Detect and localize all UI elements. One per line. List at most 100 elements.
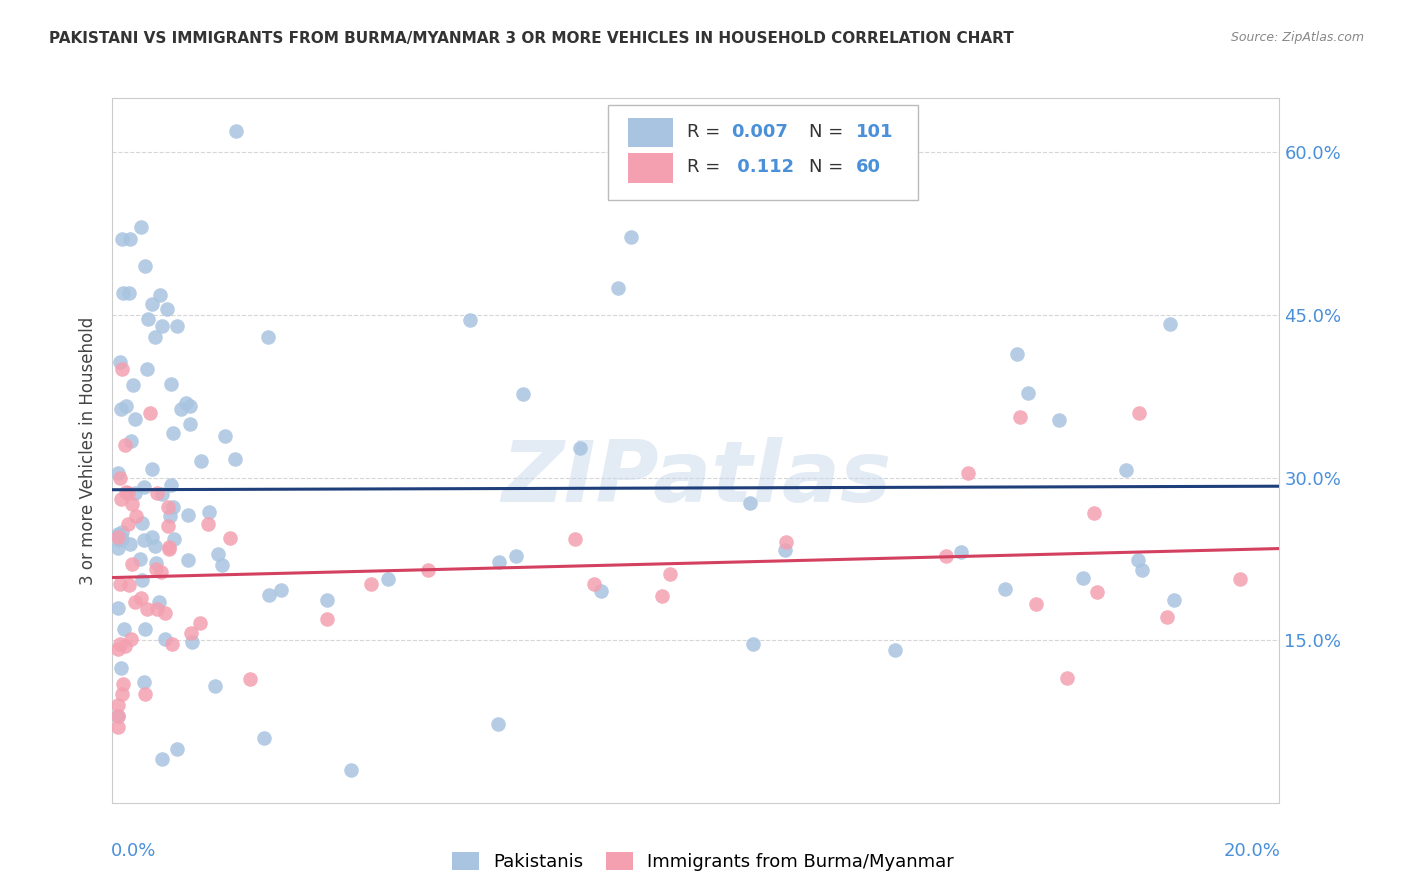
Point — [124, 412, 146, 426]
Point — [141, 530, 163, 544]
Point — [132, 480, 155, 494]
Point — [146, 602, 169, 616]
Point — [606, 281, 628, 295]
Point — [224, 451, 246, 466]
Point — [107, 533, 129, 548]
Point — [1071, 571, 1094, 585]
Point — [115, 485, 138, 500]
Point — [775, 543, 797, 558]
Point — [145, 556, 167, 570]
Point — [110, 492, 132, 507]
Point — [107, 709, 129, 723]
Point — [957, 466, 980, 480]
Point — [162, 500, 184, 514]
Point — [115, 399, 138, 413]
Point — [146, 486, 169, 500]
Point — [190, 454, 212, 468]
Point — [111, 677, 134, 691]
Point — [211, 558, 233, 572]
Point — [1007, 347, 1029, 361]
Text: 20.0%: 20.0% — [1223, 841, 1281, 860]
Point — [107, 642, 129, 657]
Point — [179, 417, 201, 431]
FancyBboxPatch shape — [628, 153, 672, 183]
Point — [125, 509, 148, 524]
Point — [197, 505, 219, 519]
Point — [488, 555, 510, 569]
Point — [658, 567, 681, 582]
Point — [160, 637, 183, 651]
Point — [1017, 385, 1039, 400]
Point — [136, 311, 159, 326]
Point — [460, 313, 482, 327]
Text: 0.007: 0.007 — [731, 123, 787, 141]
Point — [121, 497, 143, 511]
Point — [207, 547, 229, 561]
Point — [107, 600, 129, 615]
Point — [139, 405, 162, 419]
Point — [132, 674, 155, 689]
Point — [107, 709, 129, 723]
Point — [107, 698, 129, 713]
Point — [1156, 610, 1178, 624]
Point — [114, 639, 136, 653]
Point — [204, 679, 226, 693]
Point — [486, 717, 509, 731]
Point — [136, 362, 159, 376]
Point — [112, 286, 135, 301]
Point — [225, 123, 247, 137]
Point — [316, 612, 339, 626]
Point — [1229, 573, 1251, 587]
Point — [148, 595, 170, 609]
Point — [738, 496, 761, 510]
Point — [107, 467, 129, 481]
Point — [124, 485, 146, 500]
Text: 0.0%: 0.0% — [111, 841, 156, 860]
Point — [949, 544, 972, 558]
Point — [174, 396, 197, 410]
Point — [377, 572, 399, 586]
Point — [253, 731, 276, 745]
Point — [143, 329, 166, 343]
Point — [112, 623, 135, 637]
Point — [591, 584, 613, 599]
Point — [110, 661, 132, 675]
Point — [1128, 406, 1150, 420]
Point — [160, 377, 183, 392]
Text: R =: R = — [686, 123, 725, 141]
Point — [107, 541, 129, 556]
Point — [197, 517, 219, 532]
Point — [108, 637, 131, 651]
Point — [1047, 413, 1070, 427]
Point — [360, 577, 382, 591]
Point — [150, 318, 173, 333]
Text: ZIPatlas: ZIPatlas — [501, 437, 891, 520]
Point — [128, 552, 150, 566]
Point — [131, 573, 153, 587]
Point — [1085, 585, 1108, 599]
Point — [257, 329, 280, 343]
Point — [120, 632, 142, 646]
Point — [157, 540, 180, 554]
Point — [564, 532, 586, 546]
Point — [117, 486, 139, 500]
FancyBboxPatch shape — [628, 118, 672, 147]
FancyBboxPatch shape — [609, 105, 918, 201]
Point — [257, 589, 280, 603]
Point — [157, 518, 180, 533]
Point — [131, 516, 153, 531]
Point — [162, 532, 184, 546]
Point — [619, 229, 641, 244]
Point — [121, 557, 143, 571]
Point — [188, 615, 211, 630]
Text: 0.112: 0.112 — [731, 158, 794, 177]
Point — [219, 531, 242, 545]
Point — [1025, 597, 1047, 611]
Point — [214, 428, 236, 442]
Point — [166, 318, 188, 333]
Point — [1056, 671, 1078, 685]
Point — [181, 635, 204, 649]
Text: Source: ZipAtlas.com: Source: ZipAtlas.com — [1230, 31, 1364, 45]
Point — [1130, 563, 1153, 577]
Point — [149, 288, 172, 302]
